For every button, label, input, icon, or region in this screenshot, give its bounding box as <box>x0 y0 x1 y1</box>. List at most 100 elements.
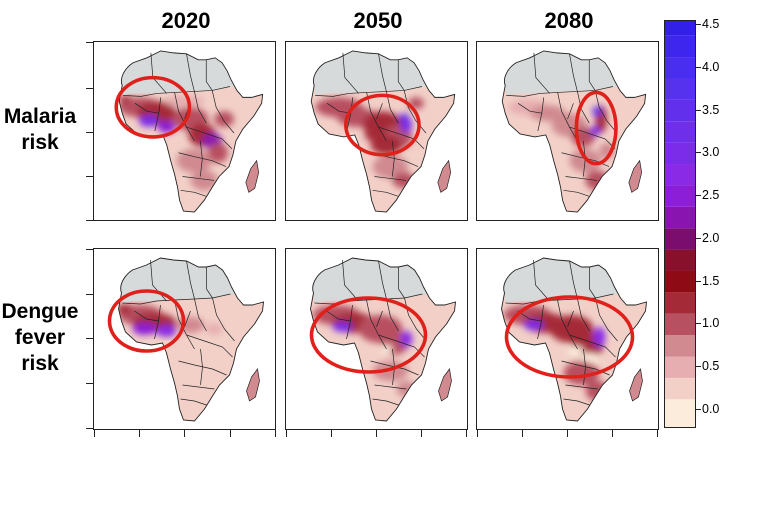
legend-label: 1.5 <box>702 273 720 288</box>
legend-label: 4.5 <box>702 17 720 31</box>
country-border <box>378 260 387 300</box>
country-border <box>397 59 405 91</box>
country-border <box>376 310 383 328</box>
risk-region <box>590 126 601 136</box>
risk-region <box>593 327 606 347</box>
x-axis-tick <box>612 430 613 437</box>
country-border <box>186 126 233 150</box>
risk-region <box>208 142 229 163</box>
risk-region <box>157 121 176 133</box>
country-border <box>180 189 207 197</box>
risk-region <box>585 381 610 401</box>
legend-band <box>665 377 695 400</box>
legend-band <box>665 206 695 229</box>
country-border <box>366 92 387 142</box>
legend-band <box>665 399 695 427</box>
row-heading-malaria: Malaria risk <box>0 104 80 156</box>
risk-region <box>190 170 219 191</box>
x-axis-tick <box>286 430 287 437</box>
legend-label: 0.5 <box>702 359 720 374</box>
x-axis-tick <box>139 430 140 437</box>
legend-tick <box>696 24 701 25</box>
highlight-ellipse <box>309 296 428 374</box>
y-axis-tick <box>86 220 93 221</box>
country-border <box>533 52 550 94</box>
legend-tick <box>696 409 701 410</box>
risk-region <box>118 304 133 314</box>
column-heading-2020: 2020 <box>161 8 211 33</box>
highlight-ellipse <box>504 295 635 379</box>
legend-tick <box>696 323 701 325</box>
country-border <box>174 92 195 142</box>
country-border <box>557 299 578 350</box>
y-axis-tick <box>86 88 93 89</box>
risk-region <box>399 113 410 122</box>
country-border <box>588 59 596 91</box>
risk-region <box>364 129 381 141</box>
y-axis-tick <box>86 132 93 133</box>
x-axis-tick <box>421 430 422 437</box>
legend-band <box>665 228 695 250</box>
country-border <box>565 176 598 181</box>
country-border <box>595 297 618 342</box>
row-heading-line: fever <box>14 326 66 349</box>
x-axis-tick <box>184 430 185 437</box>
legend-label: 2.0 <box>702 230 720 245</box>
country-border <box>557 92 578 142</box>
africa-coastline <box>118 257 265 422</box>
madagascar <box>246 368 260 402</box>
x-axis-tick <box>331 430 332 437</box>
country-border <box>569 334 616 358</box>
legend-label: 1.0 <box>702 316 720 331</box>
y-axis-tick <box>86 176 93 177</box>
x-axis-tick <box>230 430 231 437</box>
country-border <box>194 298 207 332</box>
y-axis-tick <box>86 383 93 384</box>
map-malaria-2050 <box>285 41 468 221</box>
country-border <box>366 299 387 350</box>
x-axis-tick <box>466 430 467 437</box>
color-scale-legend <box>664 20 696 428</box>
africa-coastline <box>501 257 648 422</box>
country-border <box>372 189 399 197</box>
country-border <box>583 348 586 386</box>
country-border <box>565 384 598 390</box>
no-data-region <box>121 50 235 96</box>
country-border <box>211 90 235 134</box>
risk-region <box>206 323 223 335</box>
y-axis-tick <box>86 428 93 429</box>
country-border <box>200 348 203 386</box>
country-border <box>326 103 351 114</box>
x-axis-tick <box>275 430 276 437</box>
legend-band <box>665 270 695 293</box>
legend-band <box>665 57 695 79</box>
row-heading-line: risk <box>21 352 59 375</box>
legend-tick <box>696 280 701 282</box>
column-heading-2050: 2050 <box>353 8 403 33</box>
legend-band <box>665 335 695 357</box>
no-data-region <box>313 50 427 96</box>
y-axis-tick <box>86 294 93 295</box>
legend-band <box>665 292 695 314</box>
legend-tick <box>696 152 701 154</box>
highlight-ellipse <box>574 90 618 166</box>
risk-region <box>523 320 544 330</box>
row-heading-line: risk <box>21 131 59 154</box>
map-dengue-2080 <box>476 248 659 430</box>
country-border <box>372 398 399 406</box>
legend-band <box>665 21 695 36</box>
legend-tick <box>696 237 701 239</box>
country-border <box>342 52 359 94</box>
country-border <box>567 310 574 328</box>
risk-region <box>567 346 584 356</box>
legend-label: 3.0 <box>702 145 720 160</box>
map-dengue-2050 <box>285 248 468 430</box>
x-axis-tick <box>376 430 377 437</box>
country-border <box>589 267 596 299</box>
country-border <box>154 97 162 132</box>
country-border <box>391 140 395 177</box>
country-border <box>326 310 351 322</box>
legend-label: 0.0 <box>702 402 720 416</box>
map-malaria-2020 <box>93 41 276 221</box>
country-border <box>180 398 207 406</box>
